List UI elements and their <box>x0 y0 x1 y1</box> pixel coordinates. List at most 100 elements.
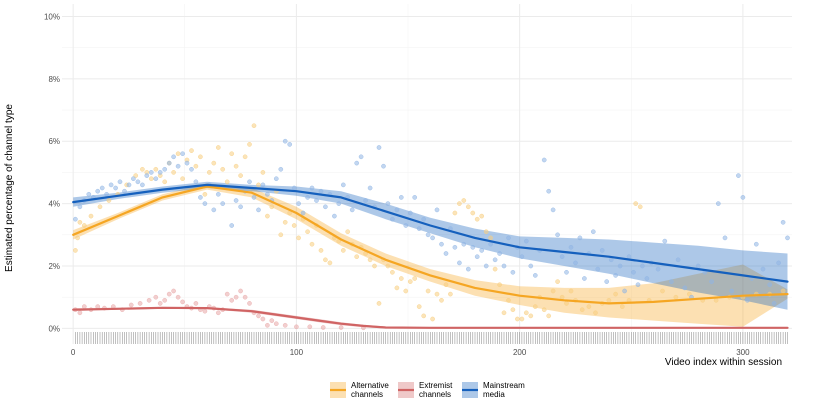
data-point-2 <box>211 207 217 213</box>
data-point-2 <box>296 201 301 206</box>
x-tick-label: 0 <box>71 348 76 357</box>
data-point-2 <box>682 285 688 291</box>
data-point-2 <box>510 269 516 275</box>
data-point-1 <box>247 301 252 306</box>
data-point-0 <box>780 288 786 294</box>
data-point-2 <box>314 198 319 203</box>
data-point-0 <box>251 123 257 128</box>
data-point-2 <box>582 276 587 281</box>
data-point-2 <box>403 223 409 228</box>
smooth-line-1 <box>72 306 789 329</box>
data-point-2 <box>300 210 306 216</box>
data-point-2 <box>407 210 413 216</box>
data-point-2 <box>318 188 324 194</box>
data-point-2 <box>785 235 790 241</box>
smooth-lines <box>72 183 789 329</box>
data-point-2 <box>506 235 511 241</box>
data-point-2 <box>367 185 373 191</box>
x-tick-label: 200 <box>513 348 527 357</box>
data-point-1 <box>260 316 266 322</box>
data-point-2 <box>398 195 404 200</box>
data-point-0 <box>483 229 489 234</box>
data-point-0 <box>198 154 203 160</box>
data-point-0 <box>82 223 87 228</box>
data-point-0 <box>533 304 538 309</box>
data-point-2 <box>256 207 261 213</box>
data-point-0 <box>77 219 83 225</box>
data-point-0 <box>106 198 112 203</box>
data-point-0 <box>278 232 284 238</box>
data-point-0 <box>510 307 516 313</box>
data-point-2 <box>126 182 132 188</box>
data-point-2 <box>193 179 199 185</box>
data-point-0 <box>687 291 692 297</box>
y-axis-title: Estimated percentage of channel type <box>4 104 15 272</box>
data-point-0 <box>256 182 261 188</box>
data-point-1 <box>224 291 230 297</box>
data-point-2 <box>247 179 252 185</box>
data-points <box>73 123 790 331</box>
data-point-0 <box>443 282 449 288</box>
data-point-2 <box>439 241 444 247</box>
data-point-2 <box>77 204 83 210</box>
data-point-0 <box>171 170 176 175</box>
data-point-0 <box>309 241 315 247</box>
y-tick-label: 6% <box>48 137 60 146</box>
data-point-2 <box>117 179 123 185</box>
data-point-0 <box>327 260 333 266</box>
data-point-2 <box>483 263 489 269</box>
data-point-0 <box>579 307 585 313</box>
legend-label: channels <box>351 390 383 399</box>
data-point-2 <box>381 163 386 169</box>
data-point-2 <box>385 201 391 206</box>
data-point-0 <box>390 269 395 275</box>
y-tick-label: 0% <box>48 324 60 333</box>
data-point-1 <box>82 304 87 309</box>
data-point-2 <box>550 207 556 213</box>
data-point-0 <box>148 176 154 181</box>
data-point-2 <box>148 170 154 175</box>
data-point-0 <box>546 313 552 319</box>
data-point-2 <box>390 216 395 222</box>
data-point-0 <box>501 310 507 316</box>
legend-label: channels <box>419 390 451 399</box>
data-point-1 <box>175 294 181 300</box>
data-point-2 <box>568 244 574 250</box>
data-point-2 <box>202 201 208 206</box>
smooth-line-0 <box>72 185 789 305</box>
data-point-0 <box>133 173 138 178</box>
data-point-2 <box>729 288 735 294</box>
data-point-2 <box>675 257 681 263</box>
data-point-0 <box>488 235 493 241</box>
x-tick-label: 300 <box>736 348 750 357</box>
data-point-0 <box>394 285 400 291</box>
data-point-2 <box>709 279 714 284</box>
data-point-2 <box>278 166 284 172</box>
data-point-0 <box>465 204 471 210</box>
data-point-2 <box>99 185 105 191</box>
data-point-0 <box>367 257 373 263</box>
data-point-2 <box>113 185 118 191</box>
y-tick-label: 4% <box>48 200 60 209</box>
data-point-2 <box>780 219 786 225</box>
data-point-2 <box>644 276 650 281</box>
data-point-2 <box>233 198 239 203</box>
legend-label: media <box>483 390 505 399</box>
data-point-0 <box>593 310 598 316</box>
data-point-2 <box>425 232 431 238</box>
data-point-2 <box>452 244 458 250</box>
data-point-2 <box>157 170 163 175</box>
data-point-0 <box>265 213 270 219</box>
data-point-1 <box>229 297 234 303</box>
data-point-0 <box>586 304 592 309</box>
data-point-2 <box>599 248 605 253</box>
data-point-2 <box>546 188 552 194</box>
data-point-0 <box>448 291 453 297</box>
data-point-1 <box>338 325 344 330</box>
data-point-0 <box>506 297 511 303</box>
confidence-band-0 <box>73 183 788 327</box>
data-point-1 <box>95 304 100 309</box>
data-point-1 <box>137 301 143 306</box>
